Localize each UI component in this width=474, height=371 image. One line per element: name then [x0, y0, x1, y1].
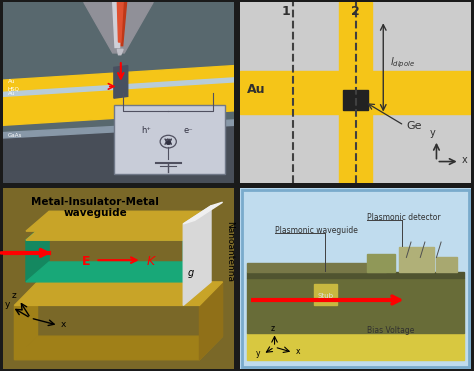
- Text: z: z: [12, 291, 17, 300]
- Text: 2: 2: [351, 5, 360, 18]
- Polygon shape: [183, 206, 211, 305]
- Text: Au: Au: [8, 79, 15, 84]
- Text: y: y: [5, 300, 10, 309]
- Polygon shape: [3, 125, 234, 183]
- Text: e⁻: e⁻: [183, 125, 193, 135]
- Bar: [114, 105, 225, 174]
- Polygon shape: [118, 49, 123, 55]
- Bar: [367, 254, 395, 272]
- Text: Au: Au: [8, 91, 15, 96]
- Text: K: K: [146, 255, 155, 267]
- Polygon shape: [14, 336, 223, 360]
- Polygon shape: [26, 220, 206, 240]
- Text: h⁺: h⁺: [141, 125, 151, 135]
- Text: g: g: [188, 269, 194, 279]
- Polygon shape: [84, 2, 153, 53]
- Text: Plasmonic detector: Plasmonic detector: [367, 213, 441, 222]
- Polygon shape: [26, 211, 206, 231]
- Text: Stub: Stub: [317, 293, 333, 299]
- Polygon shape: [200, 282, 223, 360]
- Bar: [339, 2, 372, 183]
- Text: Plasmonic waveguide: Plasmonic waveguide: [274, 226, 357, 235]
- Polygon shape: [115, 2, 127, 46]
- Text: waveguide: waveguide: [64, 208, 127, 218]
- Polygon shape: [3, 82, 234, 125]
- Bar: [247, 278, 464, 332]
- Text: y: y: [256, 349, 261, 358]
- Polygon shape: [183, 220, 206, 282]
- Text: Ge: Ge: [406, 121, 422, 131]
- Polygon shape: [114, 66, 128, 98]
- Polygon shape: [183, 202, 223, 224]
- Text: z: z: [271, 324, 275, 333]
- Bar: [247, 332, 464, 360]
- Text: HSQ: HSQ: [8, 87, 19, 92]
- Polygon shape: [26, 220, 206, 240]
- Text: 1: 1: [282, 5, 291, 18]
- Text: GaAs: GaAs: [8, 133, 22, 138]
- Bar: [400, 247, 434, 272]
- Bar: [240, 71, 471, 115]
- Polygon shape: [3, 120, 234, 138]
- Text: Metal-Insulator-Metal: Metal-Insulator-Metal: [31, 197, 159, 207]
- Polygon shape: [26, 220, 49, 282]
- Text: Bias Voltage: Bias Voltage: [367, 326, 414, 335]
- Text: x: x: [462, 155, 468, 165]
- Polygon shape: [3, 76, 234, 96]
- Polygon shape: [14, 282, 223, 305]
- Text: x: x: [61, 320, 66, 329]
- Text: y: y: [429, 128, 435, 138]
- Polygon shape: [26, 262, 206, 282]
- Polygon shape: [118, 2, 123, 42]
- Text: Nanoantenna: Nanoantenna: [225, 221, 234, 282]
- Polygon shape: [3, 66, 234, 91]
- Text: x: x: [295, 347, 300, 356]
- Polygon shape: [113, 2, 121, 47]
- Text: Au: Au: [247, 83, 265, 96]
- Bar: [314, 284, 337, 305]
- Polygon shape: [14, 287, 37, 360]
- Text: $l_{dipole}$: $l_{dipole}$: [390, 56, 415, 70]
- Bar: [437, 257, 457, 272]
- Bar: [247, 263, 385, 272]
- Text: E: E: [82, 255, 90, 267]
- Bar: [343, 90, 368, 110]
- Bar: [247, 272, 464, 278]
